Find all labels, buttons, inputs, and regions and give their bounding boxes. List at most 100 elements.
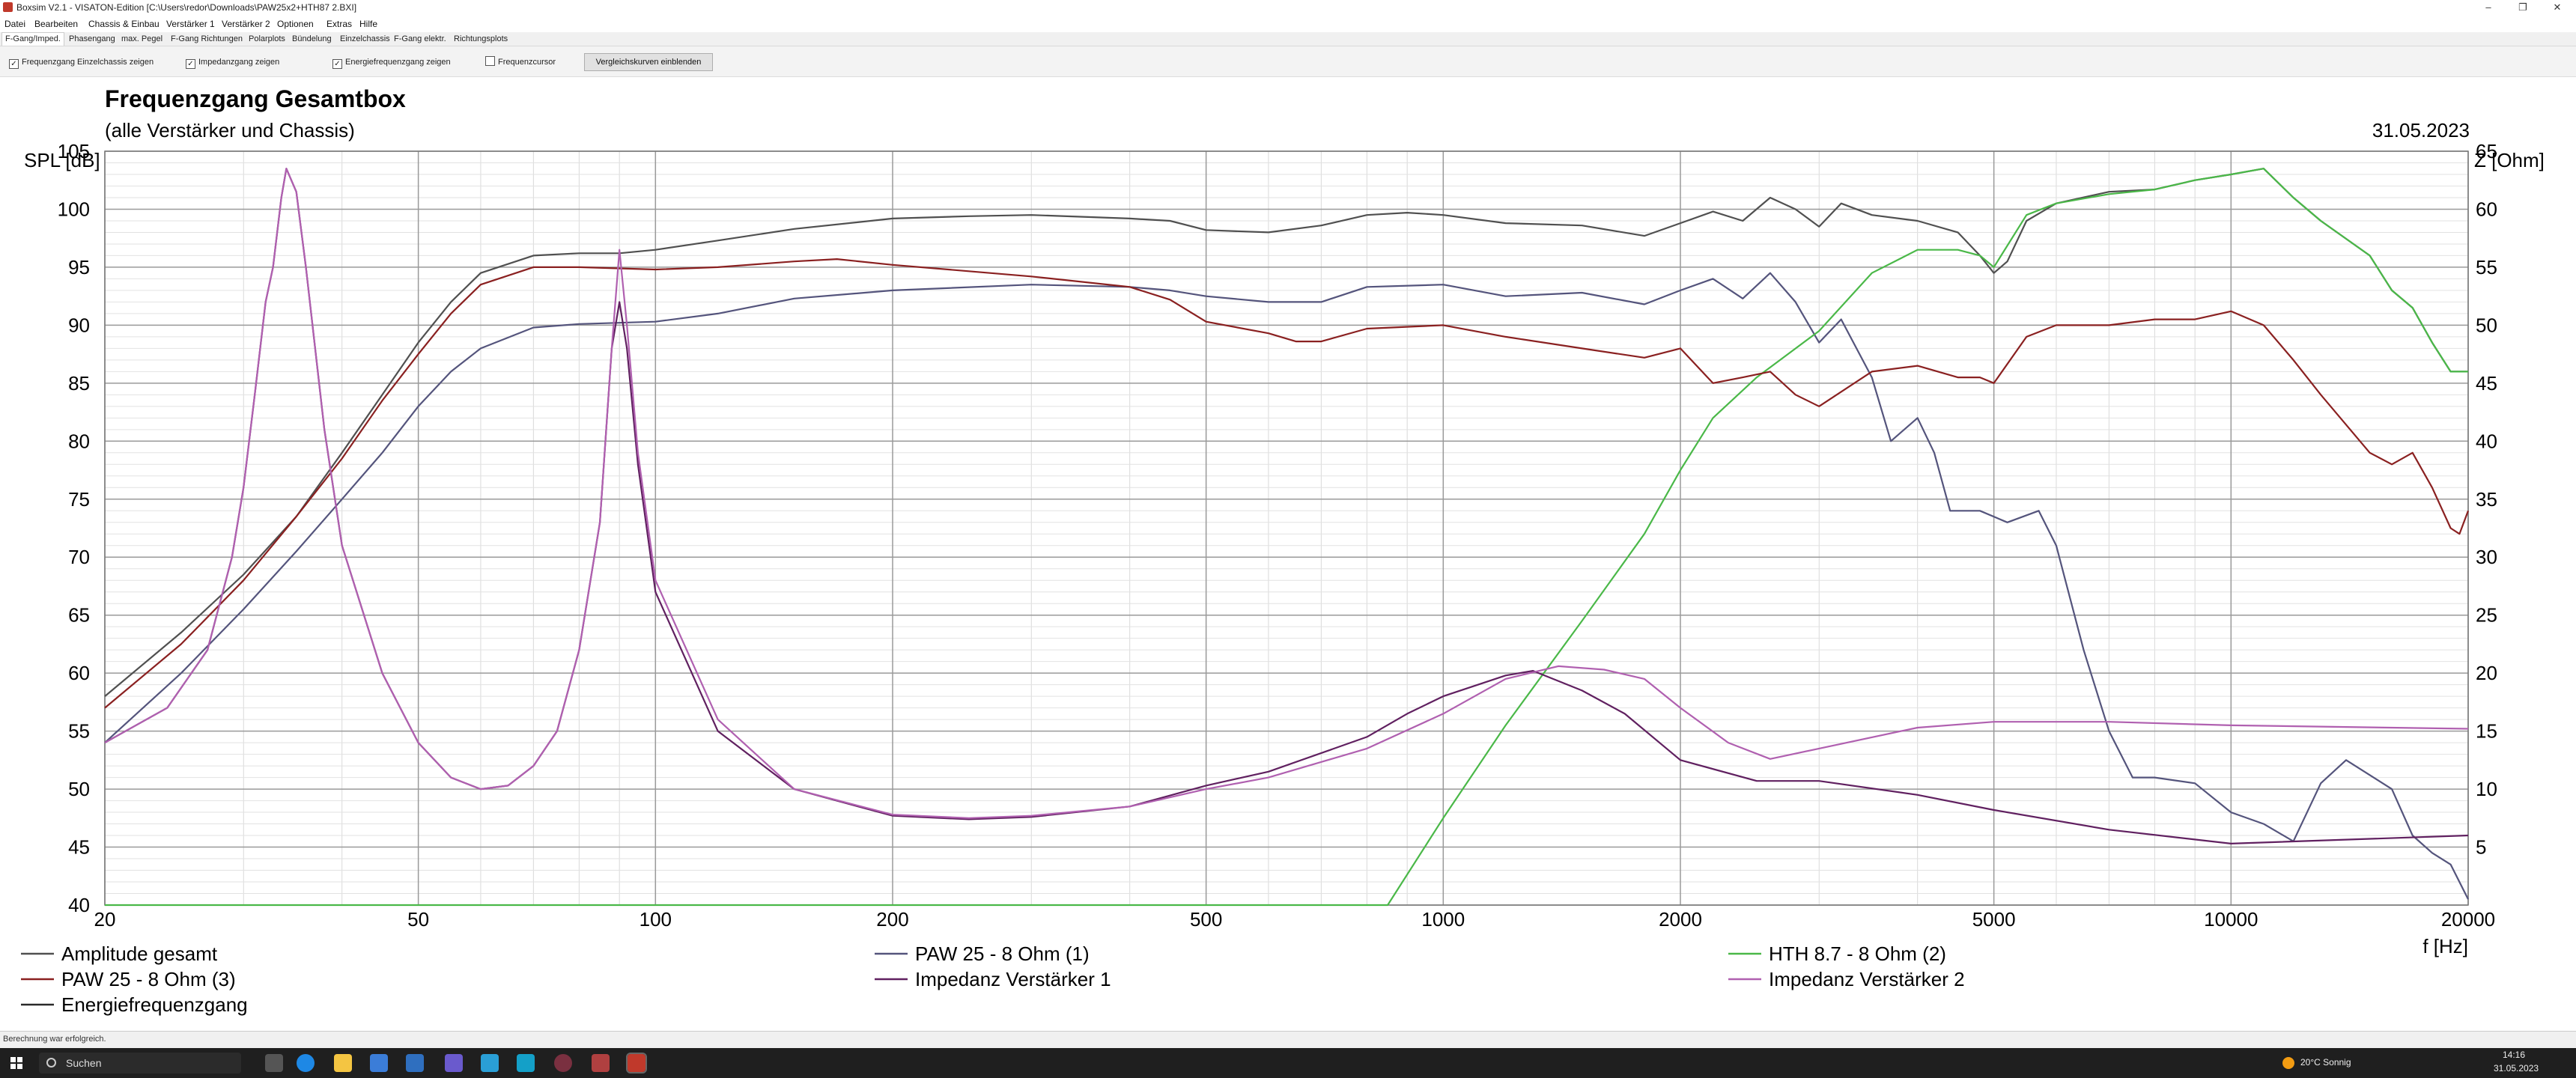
checkbox-label: Energiefrequenzgang zeigen <box>345 58 451 67</box>
frequency-response-chart: Frequenzgang Gesamtbox (alle Verstärker … <box>0 77 2576 1031</box>
y-tick-label: 40 <box>68 894 90 916</box>
tab-buendelung[interactable]: Bündelung <box>292 34 332 43</box>
taskbar-search[interactable]: Suchen <box>39 1053 241 1074</box>
x-tick-label: 2000 <box>1659 908 1702 931</box>
tab-fgang-imped[interactable]: F-Gang/Imped. <box>1 32 64 46</box>
app-icon-blue[interactable] <box>481 1054 499 1072</box>
boxsim-taskbar-icon[interactable] <box>626 1053 647 1074</box>
minimize-button[interactable]: – <box>2485 1 2491 13</box>
maximize-button[interactable]: ❐ <box>2518 1 2527 13</box>
app-icon-red[interactable] <box>554 1054 572 1072</box>
y-tick-label: 50 <box>68 778 90 800</box>
y2-tick-label: 55 <box>2476 256 2497 278</box>
legend-label: PAW 25 - 8 Ohm (3) <box>61 968 236 990</box>
y2-tick-label: 65 <box>2476 140 2497 162</box>
y-tick-label: 60 <box>68 662 90 684</box>
store-icon[interactable] <box>370 1054 388 1072</box>
x-tick-label: 20 <box>94 908 116 931</box>
app-icon-boxsim-alt[interactable] <box>592 1054 610 1072</box>
checkbox-label: Frequenzgang Einzelchassis zeigen <box>22 58 154 67</box>
y-tick-label: 105 <box>58 140 90 162</box>
tab-bar: F-Gang/Imped. Phasengang max. Pegel F-Ga… <box>0 32 2576 46</box>
app-icon-cyan[interactable] <box>517 1054 535 1072</box>
checkbox-box[interactable]: ✓ <box>186 59 195 69</box>
tick-labels: 20 50 100 200 500 1000 2000 5000 10000 20000 40 45 5… <box>58 140 2497 931</box>
y-axis-label: SPL [dB] <box>24 149 100 171</box>
series-line-1 <box>104 272 2469 900</box>
explorer-icon[interactable] <box>334 1054 352 1072</box>
windows-start-icon[interactable] <box>10 1057 22 1069</box>
y2-tick-label: 35 <box>2476 488 2497 511</box>
search-icon <box>46 1058 56 1068</box>
x-tick-label: 10000 <box>2204 908 2258 931</box>
series-line-2 <box>105 168 2468 907</box>
y-tick-label: 100 <box>58 198 90 220</box>
series-line-5 <box>104 168 2469 819</box>
tab-polarplots[interactable]: Polarplots <box>249 34 285 43</box>
x-tick-label: 100 <box>640 908 672 931</box>
tab-einzelchassis[interactable]: Einzelchassis <box>340 34 390 43</box>
legend: Amplitude gesamt PAW 25 - 8 Ohm (1) HTH 8.… <box>21 943 1965 1016</box>
menu-extras[interactable]: Extras <box>326 19 353 29</box>
tab-max-pegel[interactable]: max. Pegel <box>121 34 163 43</box>
legend-label: Impedanz Verstärker 1 <box>915 968 1111 990</box>
checkbox-box[interactable]: ✓ <box>9 59 19 69</box>
menu-hilfe[interactable]: Hilfe <box>359 19 378 29</box>
checkbox-label: Frequenzcursor <box>498 58 556 67</box>
y-tick-label: 80 <box>68 430 90 452</box>
app-icon-purple[interactable] <box>445 1054 463 1072</box>
y-tick-label: 90 <box>68 314 90 336</box>
legend-label: Amplitude gesamt <box>61 943 218 965</box>
menu-chassis-einbau[interactable]: Chassis & Einbau <box>88 19 160 29</box>
menu-verstaerker-1[interactable]: Verstärker 1 <box>166 19 215 29</box>
x-tick-label: 200 <box>876 908 908 931</box>
tab-richtungsplots[interactable]: Richtungsplots <box>454 34 508 43</box>
clock-date: 31.05.2023 <box>2494 1063 2539 1074</box>
series-line-3 <box>104 258 2470 709</box>
status-bar: Berechnung war erfolgreich. <box>0 1031 2576 1048</box>
x-tick-label: 1000 <box>1421 908 1465 931</box>
y-tick-label: 70 <box>68 546 90 568</box>
menu-datei[interactable]: Datei <box>4 19 26 29</box>
chart-subtitle: (alle Verstärker und Chassis) <box>105 119 355 141</box>
y-tick-label: 55 <box>68 720 90 743</box>
y2-axis-label: Z [Ohm] <box>2474 149 2545 171</box>
legend-label: Energiefrequenzgang <box>61 993 248 1016</box>
checkbox-box[interactable] <box>485 56 495 66</box>
y2-tick-label: 5 <box>2476 836 2486 859</box>
menu-bar: Datei Bearbeiten Chassis & Einbau Verstä… <box>0 16 2576 31</box>
checkbox-box[interactable]: ✓ <box>332 59 342 69</box>
x-tick-label: 500 <box>1190 908 1222 931</box>
menu-verstaerker-2[interactable]: Verstärker 2 <box>222 19 270 29</box>
tab-phasengang[interactable]: Phasengang <box>69 34 115 43</box>
y2-tick-label: 10 <box>2476 778 2497 800</box>
checkbox-einzelchassis[interactable]: ✓ Frequenzgang Einzelchassis zeigen <box>9 56 154 69</box>
taskbar: Suchen 20°C Sonnig 14:16 31.05.2023 <box>0 1048 2576 1078</box>
x-tick-label: 50 <box>407 908 429 931</box>
y-tick-label: 65 <box>68 604 90 627</box>
task-view-icon[interactable] <box>265 1054 283 1072</box>
close-button[interactable]: ✕ <box>2553 1 2562 13</box>
tab-fgang-richtungen[interactable]: F-Gang Richtungen <box>171 34 243 43</box>
mail-icon[interactable] <box>406 1054 424 1072</box>
checkbox-impedanzgang[interactable]: ✓ Impedanzgang zeigen <box>186 56 279 69</box>
menu-bearbeiten[interactable]: Bearbeiten <box>34 19 79 29</box>
window-title: Boxsim V2.1 - VISATON-Edition [C:\Users\… <box>16 2 357 13</box>
legend-label: Impedanz Verstärker 2 <box>1769 968 1965 990</box>
x-tick-label: 5000 <box>1972 908 2016 931</box>
y2-tick-label: 30 <box>2476 546 2497 568</box>
menu-optionen[interactable]: Optionen <box>277 19 314 29</box>
y-tick-label: 85 <box>68 372 90 395</box>
checkbox-energiefrequenzgang[interactable]: ✓ Energiefrequenzgang zeigen <box>332 56 451 69</box>
vergleichskurven-button[interactable]: Vergleichskurven einblenden <box>584 53 713 71</box>
y2-tick-label: 60 <box>2476 198 2497 220</box>
weather-text: 20°C Sonnig <box>2300 1057 2351 1068</box>
tab-fgang-elektr[interactable]: F-Gang elektr. <box>394 34 446 43</box>
series-lines <box>104 168 2470 907</box>
y2-tick-label: 40 <box>2476 430 2497 452</box>
toolbar: ✓ Frequenzgang Einzelchassis zeigen ✓ Impe… <box>0 46 2576 77</box>
status-text: Berechnung war erfolgreich. <box>3 1035 106 1044</box>
edge-icon[interactable] <box>297 1054 315 1072</box>
y2-tick-label: 15 <box>2476 720 2497 743</box>
checkbox-frequenzcursor[interactable]: Frequenzcursor <box>485 56 556 68</box>
